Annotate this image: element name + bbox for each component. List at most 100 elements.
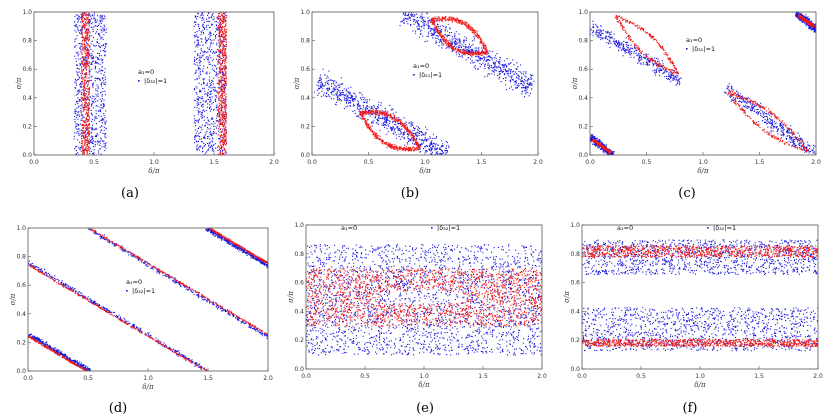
xaxis-label-e: δ/π xyxy=(418,381,430,389)
xtick-label-e-0: 0.0 xyxy=(301,373,311,380)
points-red-d-0 xyxy=(30,265,208,371)
ytick-label-e-3: 0.6 xyxy=(294,280,304,287)
yaxis-label-d: σ/π xyxy=(9,293,17,305)
yaxis-label-e: σ/π xyxy=(287,291,295,303)
yaxis-label-f: σ/π xyxy=(563,291,571,303)
points-blue-c-0 xyxy=(590,20,682,86)
legend-marker-c xyxy=(686,48,688,50)
points-red-c-3 xyxy=(797,13,816,28)
legend-marker-b xyxy=(413,74,415,76)
points-blue-c-1 xyxy=(723,83,816,155)
caption-a: (a) xyxy=(121,186,139,201)
ytick-label-a-0: 0.0 xyxy=(22,152,32,159)
scatter-plot-f: 0.0 0.5 1.0 1.5 2.00.00.20.40.60.81.0δ/πσ/πa… xyxy=(563,222,823,389)
ytick-label-b-2: 0.4 xyxy=(300,95,310,102)
legend-label-d-0: a₁=0 xyxy=(126,278,142,286)
ytick-label-a-2: 0.4 xyxy=(22,95,32,102)
points-red-f-0 xyxy=(582,338,818,348)
plot-frame-b xyxy=(311,11,539,156)
ytick-label-a-4: 0.8 xyxy=(22,38,32,45)
caption-e: (e) xyxy=(416,401,434,416)
xtick-label-d-1: 0.5 xyxy=(83,375,93,382)
ytick-label-d-2: 0.4 xyxy=(16,311,26,318)
xtick-label-f-2: 1.0 xyxy=(695,373,705,380)
points-red-d-3 xyxy=(209,228,268,264)
legend-b: a₁=0|δ₂₁|=1 xyxy=(413,62,442,79)
points-red-e-0 xyxy=(306,268,542,327)
series-blue-d xyxy=(28,228,268,371)
ytick-label-f-0: 0.0 xyxy=(570,366,580,373)
caption-c: (c) xyxy=(678,186,696,201)
ytick-label-d-0: 0.0 xyxy=(16,368,26,375)
xaxis-label-b: δ/π xyxy=(419,167,431,175)
xtick-label-d-4: 2.0 xyxy=(263,375,273,382)
xtick-label-c-1: 0.5 xyxy=(642,159,652,166)
xtick-label-d-2: 1.0 xyxy=(143,375,153,382)
points-blue-f-0 xyxy=(582,307,818,352)
scatter-plot-c: 0.0 0.5 1.0 1.5 2.00.00.20.40.60.81.0δ/πσ/πa… xyxy=(571,9,821,175)
points-blue-d-0 xyxy=(28,260,209,371)
caption-d: (d) xyxy=(108,401,128,416)
xtick-label-e-4: 2.0 xyxy=(537,373,547,380)
ytick-label-c-0: 0.0 xyxy=(578,152,588,159)
ytick-label-a-5: 1.0 xyxy=(22,9,32,16)
points-red-b-1 xyxy=(429,16,489,57)
xtick-label-c-4: 2.0 xyxy=(811,159,821,166)
ytick-label-c-2: 0.4 xyxy=(578,95,588,102)
legend-label-c-0: a₁=0 xyxy=(686,36,702,44)
xaxis-label-a: δ/π xyxy=(148,167,160,175)
points-blue-b-0 xyxy=(313,68,450,155)
plot-frame-d xyxy=(27,227,269,372)
plot-frame-f xyxy=(581,224,819,370)
legend-label-b-1: |δ₂₁|=1 xyxy=(419,71,442,79)
legend-label-f-0: a₁=0 xyxy=(617,224,633,232)
series-blue-a xyxy=(73,12,228,155)
yaxis-label-b: σ/π xyxy=(293,77,301,89)
points-red-a-1 xyxy=(217,12,228,155)
series-red-c xyxy=(592,13,816,155)
ytick-label-d-4: 0.8 xyxy=(16,254,26,261)
ytick-label-a-1: 0.2 xyxy=(22,123,32,130)
xtick-label-a-3: 1.5 xyxy=(209,159,219,166)
xaxis-label-d: δ/π xyxy=(142,383,154,391)
ytick-label-c-4: 0.8 xyxy=(578,38,588,45)
xtick-label-b-2: 1.0 xyxy=(420,159,430,166)
xtick-label-a-1: 0.5 xyxy=(89,159,99,166)
panel-b: 0.0 0.5 1.0 1.5 2.0 0.0 0.2 0.4 0.6 0.8 1.0 δ/π σ/π a… xyxy=(293,6,560,181)
xtick-label-d-0: 0.0 xyxy=(23,375,33,382)
ytick-label-a-3: 0.6 xyxy=(22,66,32,73)
xtick-label-f-0: 0.0 xyxy=(577,373,587,380)
series-red-a xyxy=(80,12,228,155)
ytick-label-e-5: 1.0 xyxy=(294,222,304,229)
points-blue-d-2 xyxy=(28,333,91,371)
series-blue-e xyxy=(306,243,542,356)
scatter-plot-d: 0.0 0.5 1.0 1.5 2.00.00.20.40.60.81.0δ/πσ/πa… xyxy=(9,225,273,391)
panel-a: 0.0 0.5 1.0 1.5 2.0 0.0 0.2 0.4 0.6 0.8 1.0 δ/π σ/π a… xyxy=(15,6,282,181)
ytick-label-c-5: 1.0 xyxy=(578,9,588,16)
legend-a: a₁=0|δ₃₂|=1 xyxy=(138,68,167,85)
yaxis-label-c: σ/π xyxy=(571,77,579,89)
legend-marker-d xyxy=(126,290,128,292)
scatter-plot-b: 0.0 0.5 1.0 1.5 2.00.00.20.40.60.81.0δ/πσ/πa… xyxy=(293,9,543,175)
xtick-label-b-0: 0.0 xyxy=(307,159,317,166)
panel-e: 0.0 0.5 1.0 1.5 2.0 0.0 0.2 0.4 0.6 0.8 1.0 δ/π σ/π a… xyxy=(286,220,548,395)
legend-label-a-0: a₁=0 xyxy=(138,68,154,76)
scatter-plot-a: 0.0 0.5 1.0 1.5 2.00.00.20.40.60.81.0δ/πσ/πa… xyxy=(15,9,279,175)
scatter-plot-e: 0.0 0.5 1.0 1.5 2.00.00.20.40.60.81.0δ/πσ/πa… xyxy=(287,222,547,389)
legend-marker-f xyxy=(707,227,709,229)
points-red-a-0 xyxy=(80,12,91,155)
points-blue-d-1 xyxy=(87,228,268,339)
legend-label-f-1: |δ₃₂|=1 xyxy=(713,224,736,232)
xtick-label-f-4: 2.0 xyxy=(813,373,823,380)
points-red-d-2 xyxy=(28,335,88,371)
ytick-label-e-0: 0.0 xyxy=(294,366,304,373)
ytick-label-f-4: 0.8 xyxy=(570,251,580,258)
legend-c: a₁=0|δ₃₁|=1 xyxy=(686,36,715,53)
ytick-label-c-3: 0.6 xyxy=(578,66,588,73)
series-blue-b xyxy=(313,12,535,155)
legend-marker-e xyxy=(431,227,433,229)
xtick-label-c-0: 0.0 xyxy=(585,159,595,166)
plot-frame-c xyxy=(589,11,817,156)
caption-f: (f) xyxy=(682,401,698,416)
xtick-label-b-1: 0.5 xyxy=(364,159,374,166)
